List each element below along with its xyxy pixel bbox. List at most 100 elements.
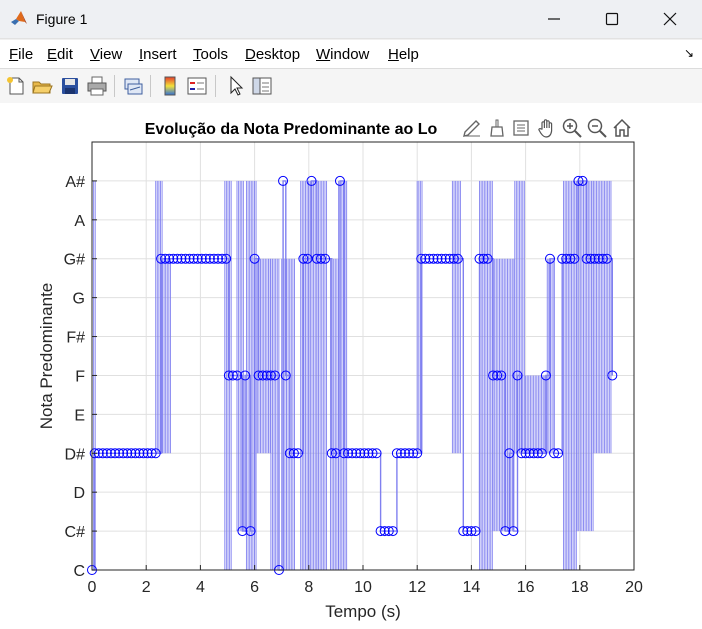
x-tick-label: 2 [142,579,151,596]
data-point-marker [284,448,295,459]
data-point-marker [557,253,568,264]
data-point-marker [444,253,455,264]
data-point-marker [265,370,276,381]
menu-edit[interactable]: Edit [47,46,73,63]
menu-help[interactable]: Help [388,46,419,63]
data-point-marker [488,370,499,381]
data-point-marker [504,448,515,459]
close-button[interactable] [650,4,690,34]
data-point-marker [351,448,362,459]
data-point-marker [516,448,527,459]
data-point-marker [126,448,137,459]
zoom-out-icon[interactable] [586,117,608,139]
data-point-marker [355,448,366,459]
data-point-marker [221,253,232,264]
data-point-marker [474,253,485,264]
data-point-marker [298,253,309,264]
menu-insert[interactable]: Insert [139,46,177,63]
insert-legend-icon[interactable] [186,75,208,97]
y-tick-label: A# [65,174,85,191]
data-point-marker [466,526,477,537]
menu-file[interactable]: File [9,46,34,63]
export-icon[interactable] [462,118,482,138]
data-point-marker [544,253,555,264]
zoom-in-icon[interactable] [561,117,583,139]
x-axis-ticks: 0 2 4 6 8 10 12 14 16 18 20 [88,565,643,596]
data-point-marker [452,253,463,264]
data-point-marker [478,253,489,264]
data-point-marker [97,448,108,459]
data-point-marker [280,370,291,381]
brush-icon[interactable] [486,118,506,138]
data-point-marker [512,370,523,381]
edit-plot-arrow-icon[interactable] [225,75,247,97]
data-point-marker [269,370,280,381]
data-point-marker [134,448,145,459]
data-point-marker [320,253,331,264]
data-point-marker [172,253,183,264]
menu-desktop[interactable]: Desktop [245,46,301,63]
y-tick-label: D# [65,446,86,463]
data-point-marker [110,448,121,459]
data-point-marker [101,448,112,459]
data-point-marker [553,448,564,459]
toolbar-separator [150,75,151,97]
data-point-marker [581,253,592,264]
data-point-marker [330,448,341,459]
data-point-marker [601,253,612,264]
data-point-marker [508,526,519,537]
data-point-marker [363,448,374,459]
data-point-marker [432,253,443,264]
data-tips-icon[interactable] [511,118,531,138]
data-point-marker [387,526,398,537]
data-point-marker [257,370,268,381]
data-point-marker [217,253,228,264]
data-point-marker [249,253,260,264]
data-point-marker [540,370,551,381]
open-file-icon[interactable] [31,75,53,97]
insert-colorbar-icon[interactable] [159,75,181,97]
data-point-marker [160,253,171,264]
menu-tools[interactable]: Tools [193,46,229,63]
x-axis-label: Tempo (s) [325,602,401,621]
data-point-marker [593,253,604,264]
data-point-marker [334,175,345,186]
x-tick-label: 0 [88,579,97,596]
x-tick-label: 14 [463,579,481,596]
data-point-marker [569,253,580,264]
y-tick-label: C# [65,524,86,541]
dense-signal-bands [91,180,612,570]
menu-view[interactable]: View [90,46,123,63]
x-tick-label: 20 [625,579,643,596]
y-axis-ticks: C C# D D# E F F# G G# A A# [64,174,97,580]
new-figure-icon[interactable] [5,75,27,97]
property-inspector-icon[interactable] [251,75,273,97]
data-point-marker [130,448,141,459]
data-point-marker [146,448,157,459]
pan-icon[interactable] [536,117,558,139]
data-point-marker [607,370,618,381]
data-point-marker [245,526,256,537]
data-markers [87,175,618,575]
data-point-marker [237,526,248,537]
minimize-button[interactable] [534,4,574,34]
data-point-marker [470,526,481,537]
dock-arrow-icon[interactable]: ↘ [683,46,694,60]
maximize-button[interactable] [592,4,632,34]
menu-window[interactable]: Window [316,46,370,63]
data-point-marker [565,253,576,264]
data-point-marker [496,370,507,381]
x-tick-label: 18 [571,579,589,596]
data-point-marker [223,370,234,381]
data-point-marker [138,448,149,459]
link-plot-icon[interactable] [122,75,144,97]
window-title: Figure 1 [36,11,88,27]
data-point-marker [150,448,161,459]
data-point-marker [585,253,596,264]
save-icon[interactable] [59,75,81,97]
home-icon[interactable] [611,117,633,139]
data-point-marker [315,253,326,264]
data-point-marker [383,526,394,537]
print-icon[interactable] [86,75,108,97]
